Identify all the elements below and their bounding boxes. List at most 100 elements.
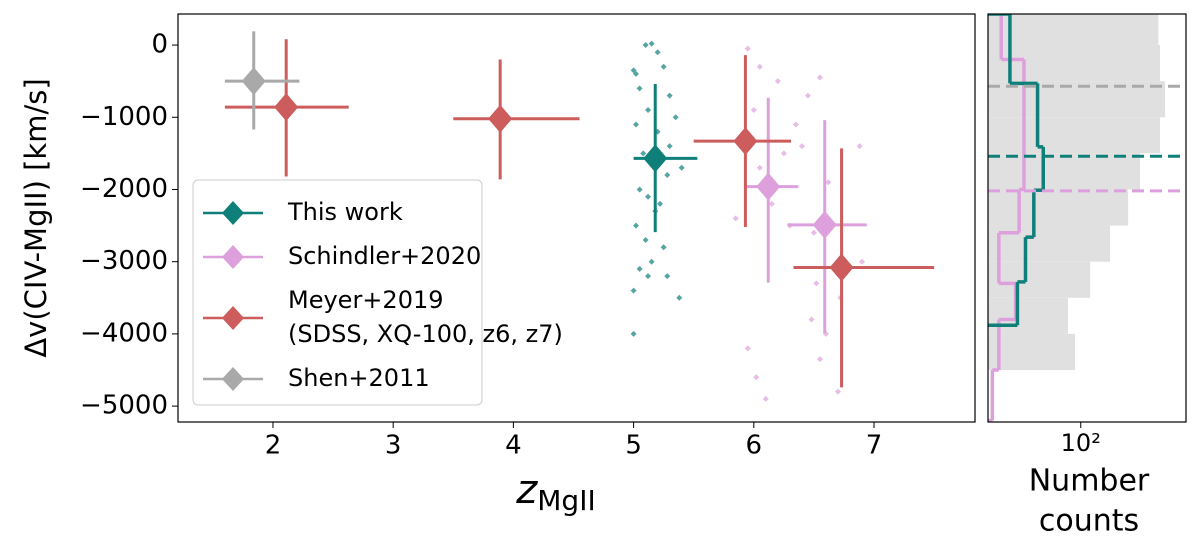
legend-label-line: This work — [287, 198, 403, 226]
marker — [812, 210, 837, 239]
scatter-point — [633, 70, 640, 77]
y-tick-label: 0 — [151, 30, 168, 60]
scatter-point — [664, 172, 671, 179]
scatter-point — [768, 200, 775, 207]
x-tick-label: 3 — [385, 431, 402, 461]
legend-marker — [222, 245, 244, 269]
hist-bar — [988, 225, 1111, 262]
marker — [756, 172, 781, 201]
x-axis-label: zMgII — [515, 467, 595, 517]
scatter-point — [744, 45, 751, 52]
marker — [643, 144, 668, 173]
legend-label-line: Schindler+2020 — [288, 242, 481, 270]
scatter-point — [744, 345, 751, 352]
scatter-point — [834, 388, 841, 395]
scatter-point — [774, 78, 781, 85]
scatter-point — [672, 114, 679, 121]
y-axis-label: Δv(CIV-MgII) [km/s] — [19, 78, 53, 357]
hist-bar — [988, 153, 1140, 190]
scatter-point — [762, 395, 769, 402]
axes: 2 3 4 5 6 7 0 −1000 −2000 −3000 −4000 −5000 zMgII Δv(… — [19, 13, 1187, 539]
legend-label: Meyer+2019 (SDSS, XQ-100, z6, z7) — [288, 286, 563, 348]
scatter-point — [648, 40, 655, 47]
x-tick-label: 7 — [866, 431, 883, 461]
scatter-point — [750, 107, 757, 114]
scatter-point — [676, 294, 683, 301]
x-tick-label: 4 — [505, 431, 522, 461]
hist-bar — [988, 45, 1161, 82]
scatter-point — [792, 121, 799, 128]
scatter-point — [808, 316, 815, 323]
x-tick-label: 10² — [1061, 429, 1101, 457]
scatter-point — [666, 92, 673, 99]
scatter-point — [825, 179, 832, 186]
scatter-point — [640, 150, 647, 157]
legend-marker — [222, 306, 244, 330]
x-tick-label: 5 — [625, 431, 642, 461]
scatter-point — [642, 237, 649, 244]
x-axis-label: Number — [1029, 464, 1150, 499]
scatter-point — [678, 164, 685, 171]
scatter-point — [804, 92, 811, 99]
scatter-point — [633, 222, 640, 229]
scatter-point — [645, 193, 652, 200]
y-tick-label: −4000 — [80, 318, 168, 348]
scatter-point — [636, 85, 643, 92]
scatter-point — [813, 280, 820, 287]
plot-frame — [177, 13, 976, 423]
scatter-point — [660, 244, 667, 251]
hist-bar — [988, 117, 1161, 154]
plot-area — [224, 31, 935, 402]
x-label-main: z — [515, 467, 538, 513]
scatter-point — [630, 287, 637, 294]
scatter-point — [753, 374, 760, 381]
scatter-point — [816, 356, 823, 363]
legend-marker — [222, 201, 244, 225]
scatter-point — [645, 107, 652, 114]
marker — [241, 67, 266, 96]
hist-bar — [988, 333, 1076, 371]
scatter-point — [660, 63, 667, 70]
legend-label: This work — [287, 198, 403, 226]
marker — [829, 253, 854, 282]
scatter-point — [664, 273, 671, 280]
scatter-point — [630, 330, 637, 337]
legend: This work Schindler+2020 Meyer+2019 (SDSS, … — [192, 179, 563, 406]
x-tick-label: 2 — [265, 431, 282, 461]
legend-label-line: (SDSS, XQ-100, z6, z7) — [288, 320, 563, 348]
scatter-point — [645, 273, 652, 280]
x-tick-label: 6 — [746, 431, 763, 461]
hist-bar — [988, 261, 1091, 298]
marker — [274, 93, 299, 122]
scatter-point — [756, 164, 763, 171]
scatter-point — [666, 143, 673, 150]
scatter-point — [756, 63, 763, 70]
legend-label: Schindler+2020 — [288, 242, 481, 270]
scatter-point — [648, 258, 655, 265]
hist-bar — [988, 189, 1129, 226]
scatter-point — [657, 200, 664, 207]
hist-frame — [987, 13, 1187, 423]
legend-label-line: Meyer+2019 — [288, 286, 444, 314]
y-tick-label: −2000 — [80, 174, 168, 204]
hist-bar — [988, 297, 1069, 334]
y-tick-label: −1000 — [80, 102, 168, 132]
scatter-point — [654, 49, 661, 56]
scatter-point — [780, 150, 787, 157]
hist-bar — [988, 14, 1159, 46]
legend-box — [192, 179, 483, 406]
marker — [733, 127, 758, 156]
scatter-point — [856, 143, 863, 150]
y-tick-label: −3000 — [80, 246, 168, 276]
scatter-point — [642, 42, 649, 49]
histogram-area — [988, 14, 1186, 422]
legend-label: Shen+2011 — [288, 364, 430, 392]
scatter-point — [732, 215, 739, 222]
x-label-sub: MgII — [537, 484, 595, 517]
legend-marker — [222, 367, 244, 391]
scatter-point — [859, 258, 866, 265]
scatter-point — [798, 143, 805, 150]
marker — [488, 104, 513, 133]
scatter-point — [633, 121, 640, 128]
